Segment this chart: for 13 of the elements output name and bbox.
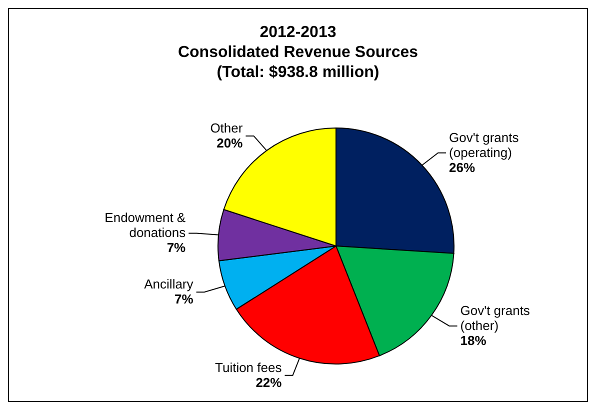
slice-label: Ancillary bbox=[144, 276, 194, 292]
slice-label: Other bbox=[210, 120, 244, 136]
slice-label: Gov't grants (operating) bbox=[449, 130, 520, 160]
data-label: 7% bbox=[174, 292, 194, 307]
slice-label: Endowment & donations bbox=[104, 210, 186, 240]
slice-label: Tuition fees bbox=[215, 360, 282, 375]
data-label: 26% bbox=[449, 160, 476, 175]
data-label: 7% bbox=[166, 240, 186, 256]
data-label: 22% bbox=[256, 374, 282, 390]
slice-label: Gov't grants (other) bbox=[460, 302, 530, 333]
data-label: 18% bbox=[460, 332, 487, 348]
data-label: 20% bbox=[216, 135, 244, 150]
chart-title: 2012-2013 Consolidated Revenue Sources (Total: $938.8 million) bbox=[176, 23, 420, 83]
